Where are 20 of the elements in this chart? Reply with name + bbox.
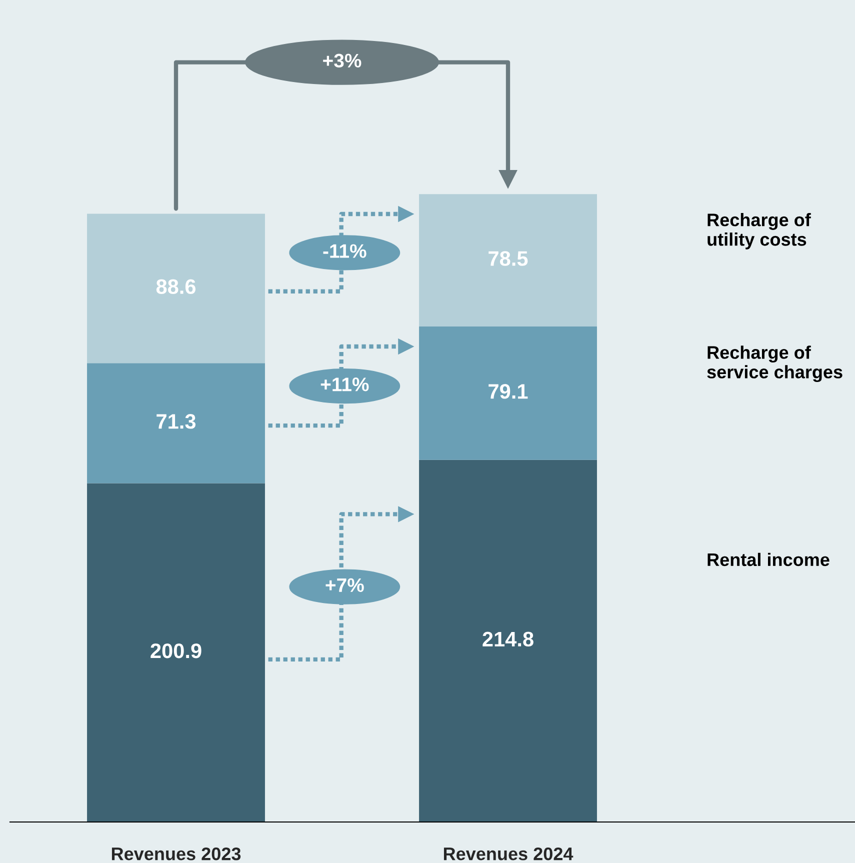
text: Recharge of utility costs xyxy=(708,213,811,250)
data-label: 71.3 xyxy=(156,414,196,429)
bar xyxy=(419,460,597,822)
annotation: +11% xyxy=(320,378,369,392)
annotation: +7% xyxy=(326,578,364,592)
annotation: +3% xyxy=(323,54,362,68)
bar xyxy=(87,214,265,364)
bar xyxy=(87,483,265,822)
bar xyxy=(87,363,265,484)
data-label: 200.9 xyxy=(150,643,202,658)
text: Rental income xyxy=(708,552,830,566)
bar xyxy=(419,326,597,460)
data-label: 214.8 xyxy=(482,632,534,647)
data-label: 78.5 xyxy=(488,251,528,266)
x-tick-label: Revenues 2024 xyxy=(444,847,574,860)
text: Recharge of service charges xyxy=(707,346,842,382)
annotation: -11% xyxy=(323,244,366,258)
data-label: 79.1 xyxy=(488,384,528,399)
x-tick-label: Revenues 2023 xyxy=(112,847,241,860)
data-label: 88.6 xyxy=(156,279,196,294)
